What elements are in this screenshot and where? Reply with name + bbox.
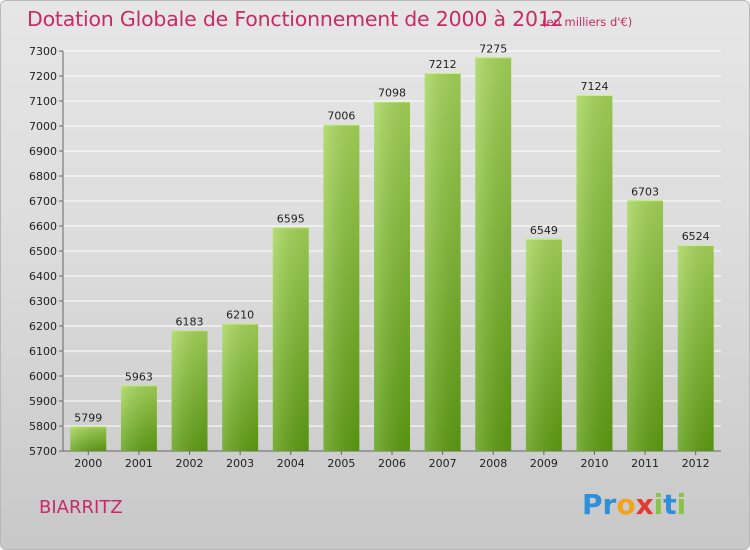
logo-letter: o [616,488,636,521]
y-tick-label: 5900 [29,395,57,408]
y-tick-label: 6800 [29,170,57,183]
y-tick-label: 6300 [29,295,57,308]
x-tick-label: 2010 [580,457,608,470]
bar-shade [525,238,562,451]
proxiti-logo[interactable]: Proxiti [582,488,686,521]
x-tick-label: 2009 [530,457,558,470]
y-tick-label: 7200 [29,70,57,83]
x-tick-label: 2011 [631,457,659,470]
bar-shade [70,426,107,451]
data-label: 7275 [479,42,507,55]
bar-shade [627,200,664,451]
logo-letter: i [653,488,664,521]
x-tick-label: 2012 [682,457,710,470]
chart-subtitle: (en milliers d'€) [542,15,633,29]
y-tick-label: 6400 [29,270,57,283]
data-label: 5799 [74,411,102,424]
x-tick-label: 2002 [176,457,204,470]
data-label: 6595 [277,212,305,225]
logo-letter: t [663,488,677,521]
commune-name: BIARRITZ [39,497,123,518]
bar-shade [222,323,259,451]
data-label: 7098 [378,87,406,100]
y-tick-label: 7100 [29,95,57,108]
y-tick-label: 6600 [29,220,57,233]
logo-letter: P [582,488,603,521]
data-label: 7006 [327,110,355,123]
y-tick-label: 6500 [29,245,57,258]
bar-shade [171,330,208,451]
y-tick-label: 6000 [29,370,57,383]
y-tick-label: 7000 [29,120,57,133]
bar-shade [475,57,512,451]
bar-shade [424,73,461,451]
data-labels: 5799 5963 6183 6210 6595 7006 7098 7212 7275 6549… [74,42,709,424]
x-tick-label: 2004 [277,457,305,470]
data-label: 5963 [125,370,153,383]
y-tick-label: 6200 [29,320,57,333]
x-tick-label: 2005 [327,457,355,470]
x-tick-label: 2006 [378,457,406,470]
x-tick-label: 2007 [429,457,457,470]
data-label: 6703 [631,185,659,198]
x-tick-label: 2000 [74,457,102,470]
y-tick-label: 6900 [29,145,57,158]
data-label: 6210 [226,309,254,322]
y-tick-label: 5800 [29,420,57,433]
x-tick-label: 2001 [125,457,153,470]
y-tick-label: 6700 [29,195,57,208]
data-label: 6524 [682,230,710,243]
data-label: 7212 [429,58,457,71]
logo-letter: i [676,488,687,521]
bar-shade [677,245,714,451]
data-label: 6549 [530,224,558,237]
bar-shade [120,385,157,451]
logo-letter: x [635,488,654,521]
logo-letter: r [602,488,617,521]
bar-shade [272,227,309,451]
y-tick-label: 5700 [29,445,57,458]
x-tick-label: 2008 [479,457,507,470]
y-tick-label: 7300 [29,45,57,58]
data-label: 6183 [176,315,204,328]
x-tick-label: 2003 [226,457,254,470]
bars [70,57,714,451]
bar-shade [323,124,360,451]
data-label: 7124 [580,80,608,93]
chart-title: Dotation Globale de Fonctionnement de 20… [27,7,564,31]
bar-shade [576,95,613,451]
y-tick-label: 6100 [29,345,57,358]
bar-shade [374,101,410,451]
